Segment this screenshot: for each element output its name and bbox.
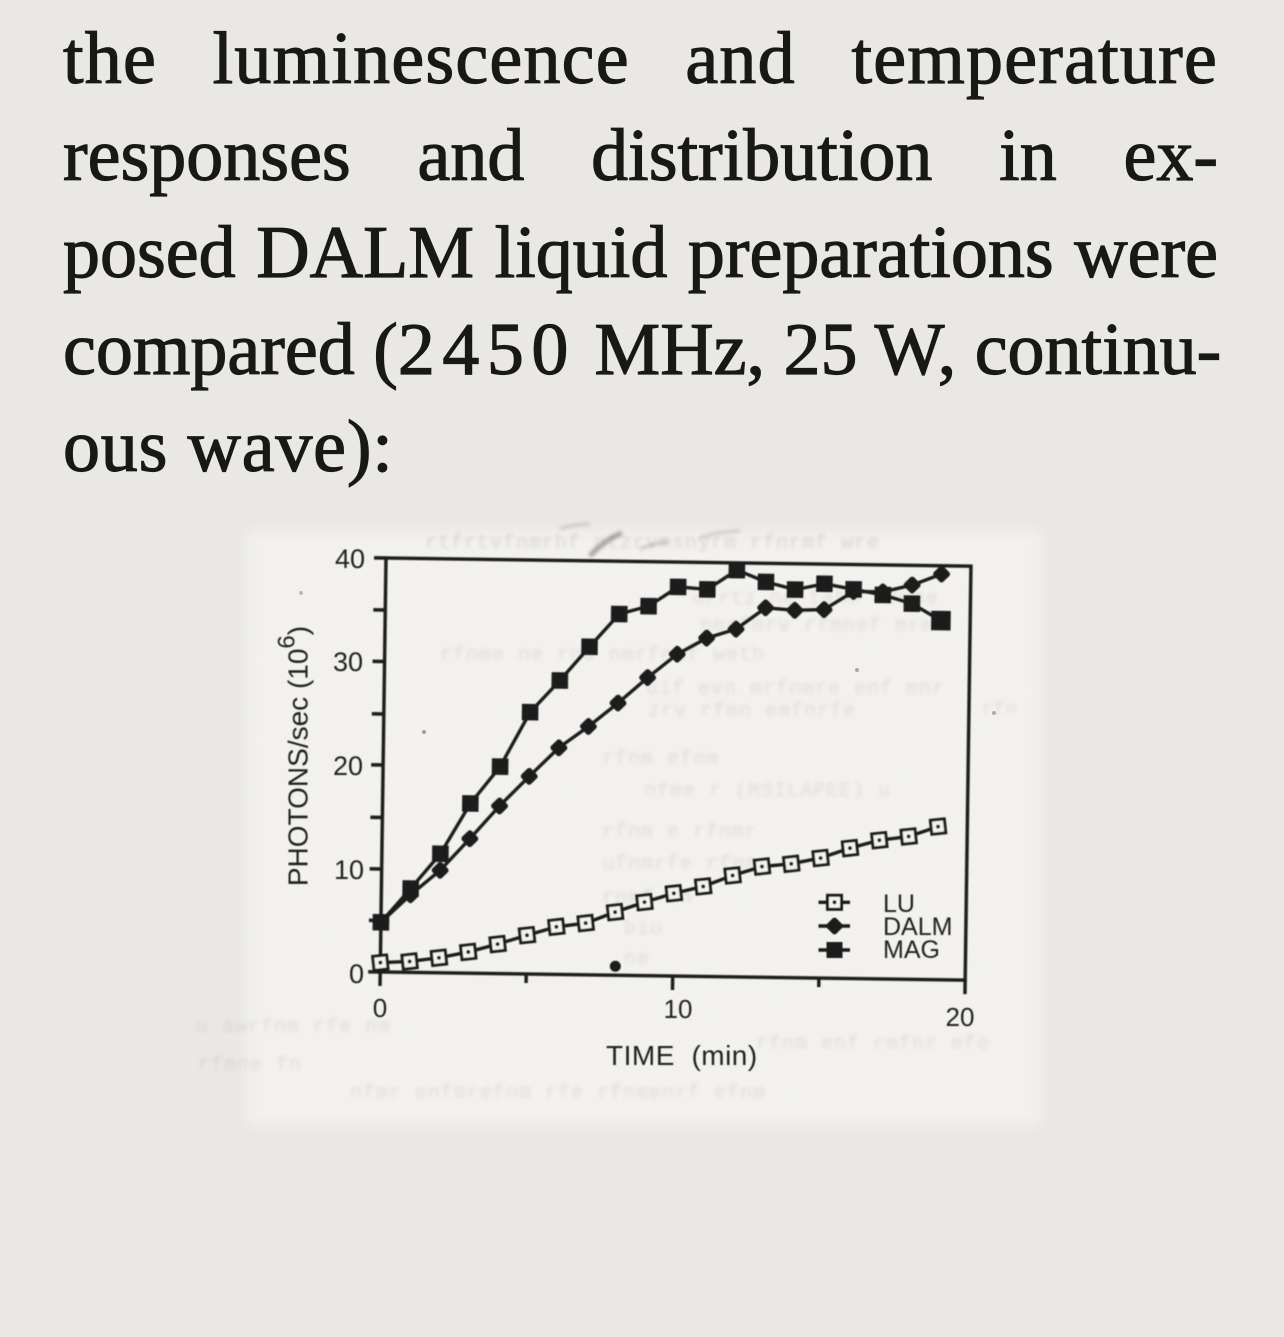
svg-text:LU: LU [883, 890, 915, 918]
svg-text:20: 20 [333, 751, 363, 781]
svg-text:30: 30 [333, 647, 363, 677]
svg-text:20: 20 [946, 1002, 975, 1032]
svg-text:0: 0 [349, 959, 364, 989]
svg-text:10: 10 [664, 994, 693, 1024]
svg-text:DALM: DALM [883, 913, 952, 941]
svg-text:MAG: MAG [883, 936, 940, 964]
svg-text:10: 10 [334, 855, 364, 885]
svg-text:TIME (min): TIME (min) [606, 1040, 758, 1071]
svg-text:0: 0 [373, 993, 387, 1023]
svg-text:40: 40 [335, 544, 365, 574]
